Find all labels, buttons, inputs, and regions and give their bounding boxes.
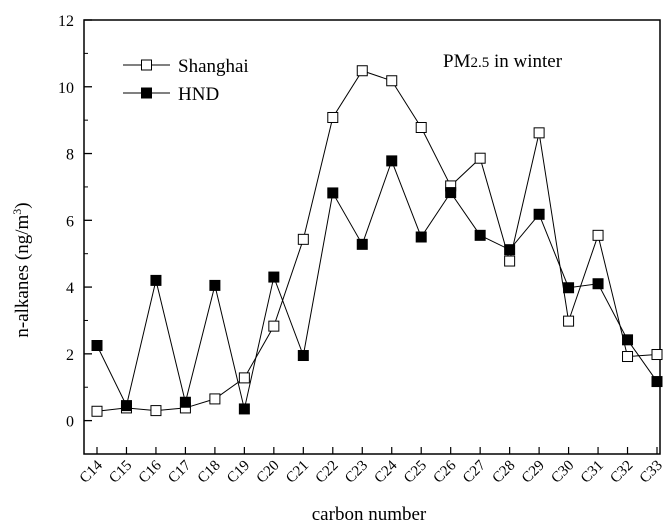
legend-item: Shanghai [123,56,249,77]
data-point [563,282,575,294]
series-line [96,159,658,410]
data-point [91,405,103,417]
x-tick-label: C17 [165,457,194,486]
data-point [563,315,575,327]
y-tick-label: 0 [66,414,74,431]
data-point [415,231,427,243]
data-point [504,255,516,267]
y-axis: 0 2 4 6 8 10 12 [58,13,92,455]
data-point [533,208,545,220]
y-tick-label: 8 [66,147,74,164]
chart-annotation: PM2.5 in winter [443,51,563,72]
data-point [91,340,103,351]
x-tick-label: C16 [136,457,165,486]
data-point [238,403,250,415]
data-point [297,233,309,245]
x-tick-label: C28 [489,458,518,487]
data-point [150,274,162,286]
legend-label: HND [178,84,219,105]
legend-marker [141,59,152,71]
data-point [179,396,191,408]
series-shanghai [91,65,663,417]
y-tick-label: 12 [58,13,74,30]
data-point [592,229,604,241]
data-point [651,376,663,388]
legend: Shanghai HND [123,56,249,105]
y-tick-label: 4 [66,280,74,297]
x-tick-label: C23 [342,458,371,487]
x-tick-label: C26 [431,457,460,486]
x-tick-label: C27 [460,457,489,486]
data-point [327,187,339,199]
data-point [504,244,516,256]
legend-label: Shanghai [178,56,249,77]
x-tick-label: C21 [283,458,312,487]
data-point [386,155,398,167]
data-point [297,350,309,362]
data-point [474,152,486,164]
y-tick-label: 6 [66,213,74,230]
legend-item: HND [123,84,219,105]
data-point [386,75,398,87]
x-tick-label: C31 [578,458,607,487]
x-tick-label: C20 [254,458,283,487]
data-point [622,351,634,363]
data-point [622,334,634,346]
legend-marker [141,87,152,99]
data-point [150,405,162,417]
x-axis: C14 C15 C16 C17 C18 C19 C20 C21 C22 C23 C24 C25 C26 C… [77,447,666,487]
data-point [120,400,132,412]
data-point [356,238,368,250]
x-tick-label: C14 [77,457,106,486]
x-tick-label: C32 [607,458,636,487]
data-point [268,271,280,283]
data-point [209,279,221,291]
y-axis-title: n-alkanes (ng/m3) [10,202,33,337]
data-point [209,393,221,405]
x-tick-label: C30 [548,458,577,487]
data-point [651,349,663,361]
y-tick-label: 10 [58,80,74,97]
x-tick-label: C29 [519,458,548,487]
data-point [327,111,339,123]
series-line [96,70,658,412]
data-point [415,121,427,133]
x-tick-label: C33 [637,458,666,487]
x-tick-label: C25 [401,458,430,487]
x-tick-label: C19 [224,458,253,487]
series-hnd [91,155,663,415]
data-point [474,229,486,241]
data-point [445,187,457,199]
plot-frame [83,19,661,455]
plot-area [83,19,661,455]
data-point [533,127,545,139]
data-point [356,65,368,77]
data-point [268,320,280,332]
x-tick-label: C15 [106,458,135,487]
x-tick-label: C24 [372,457,401,486]
x-axis-title: carbon number [312,504,427,525]
series-layer [91,65,663,417]
y-tick-label: 2 [66,347,74,364]
x-tick-label: C18 [195,458,224,487]
data-point [238,372,250,384]
data-point [592,278,604,290]
x-tick-label: C22 [313,458,342,487]
